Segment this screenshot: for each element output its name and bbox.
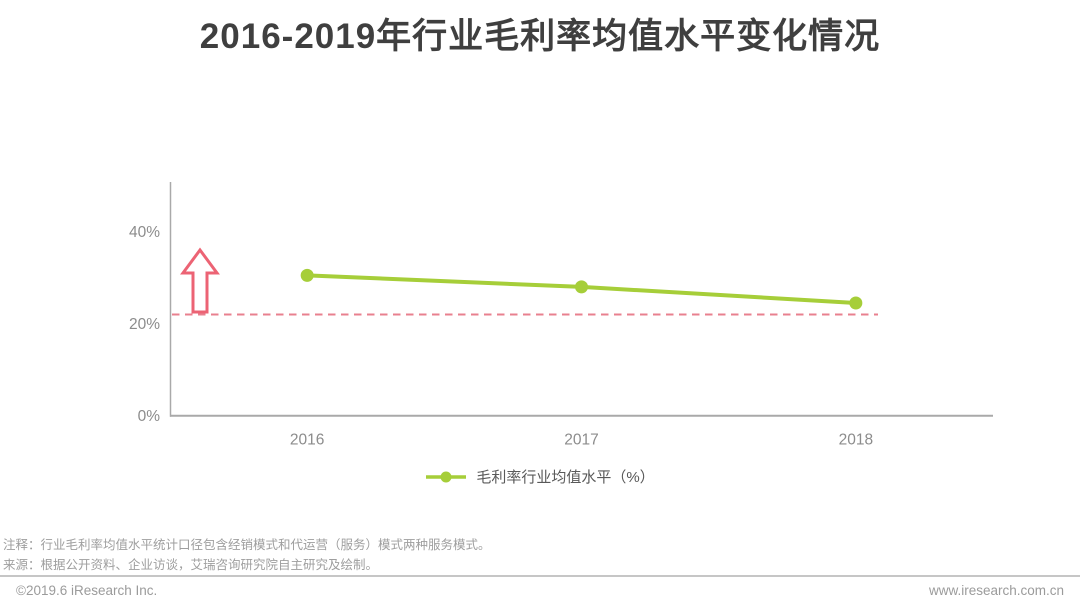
note-annotation: 注释：行业毛利率均值水平统计口径包含经销模式和代运营（服务）模式两种服务模式。 <box>3 538 491 552</box>
note-source: 来源：根据公开资料、企业访谈，艾瑞咨询研究院自主研究及绘制。 <box>3 558 379 572</box>
data-point-marker <box>849 296 863 310</box>
legend-label: 毛利率行业均值水平（%） <box>476 469 655 486</box>
y-tick-label: 0% <box>138 408 161 425</box>
website-link[interactable]: www.iresearch.com.cn <box>928 583 1064 598</box>
line-chart: 0% 20% 40% 2016 2017 2018 <box>129 182 993 449</box>
x-tick-label: 2016 <box>290 432 324 449</box>
footer-divider <box>0 575 1080 577</box>
footer: ©2019.6 iResearch Inc. www.iresearch.com… <box>0 583 1080 598</box>
x-tick-label: 2017 <box>564 432 598 449</box>
notes-block: 注释：行业毛利率均值水平统计口径包含经销模式和代运营（服务）模式两种服务模式。 … <box>3 535 491 575</box>
x-tick-label: 2018 <box>839 432 873 449</box>
y-tick-label: 40% <box>129 224 160 241</box>
copyright-text: ©2019.6 iResearch Inc. <box>16 583 158 598</box>
legend-line-marker-icon <box>426 471 467 482</box>
data-point-marker <box>575 280 588 294</box>
y-tick-label: 20% <box>129 316 160 333</box>
chart-title: 2016-2019年行业毛利率均值水平变化情况 <box>199 17 881 56</box>
up-arrow-icon <box>180 247 220 314</box>
chart-legend: 毛利率行业均值水平（%） <box>0 466 1080 487</box>
data-point-marker <box>300 268 314 282</box>
